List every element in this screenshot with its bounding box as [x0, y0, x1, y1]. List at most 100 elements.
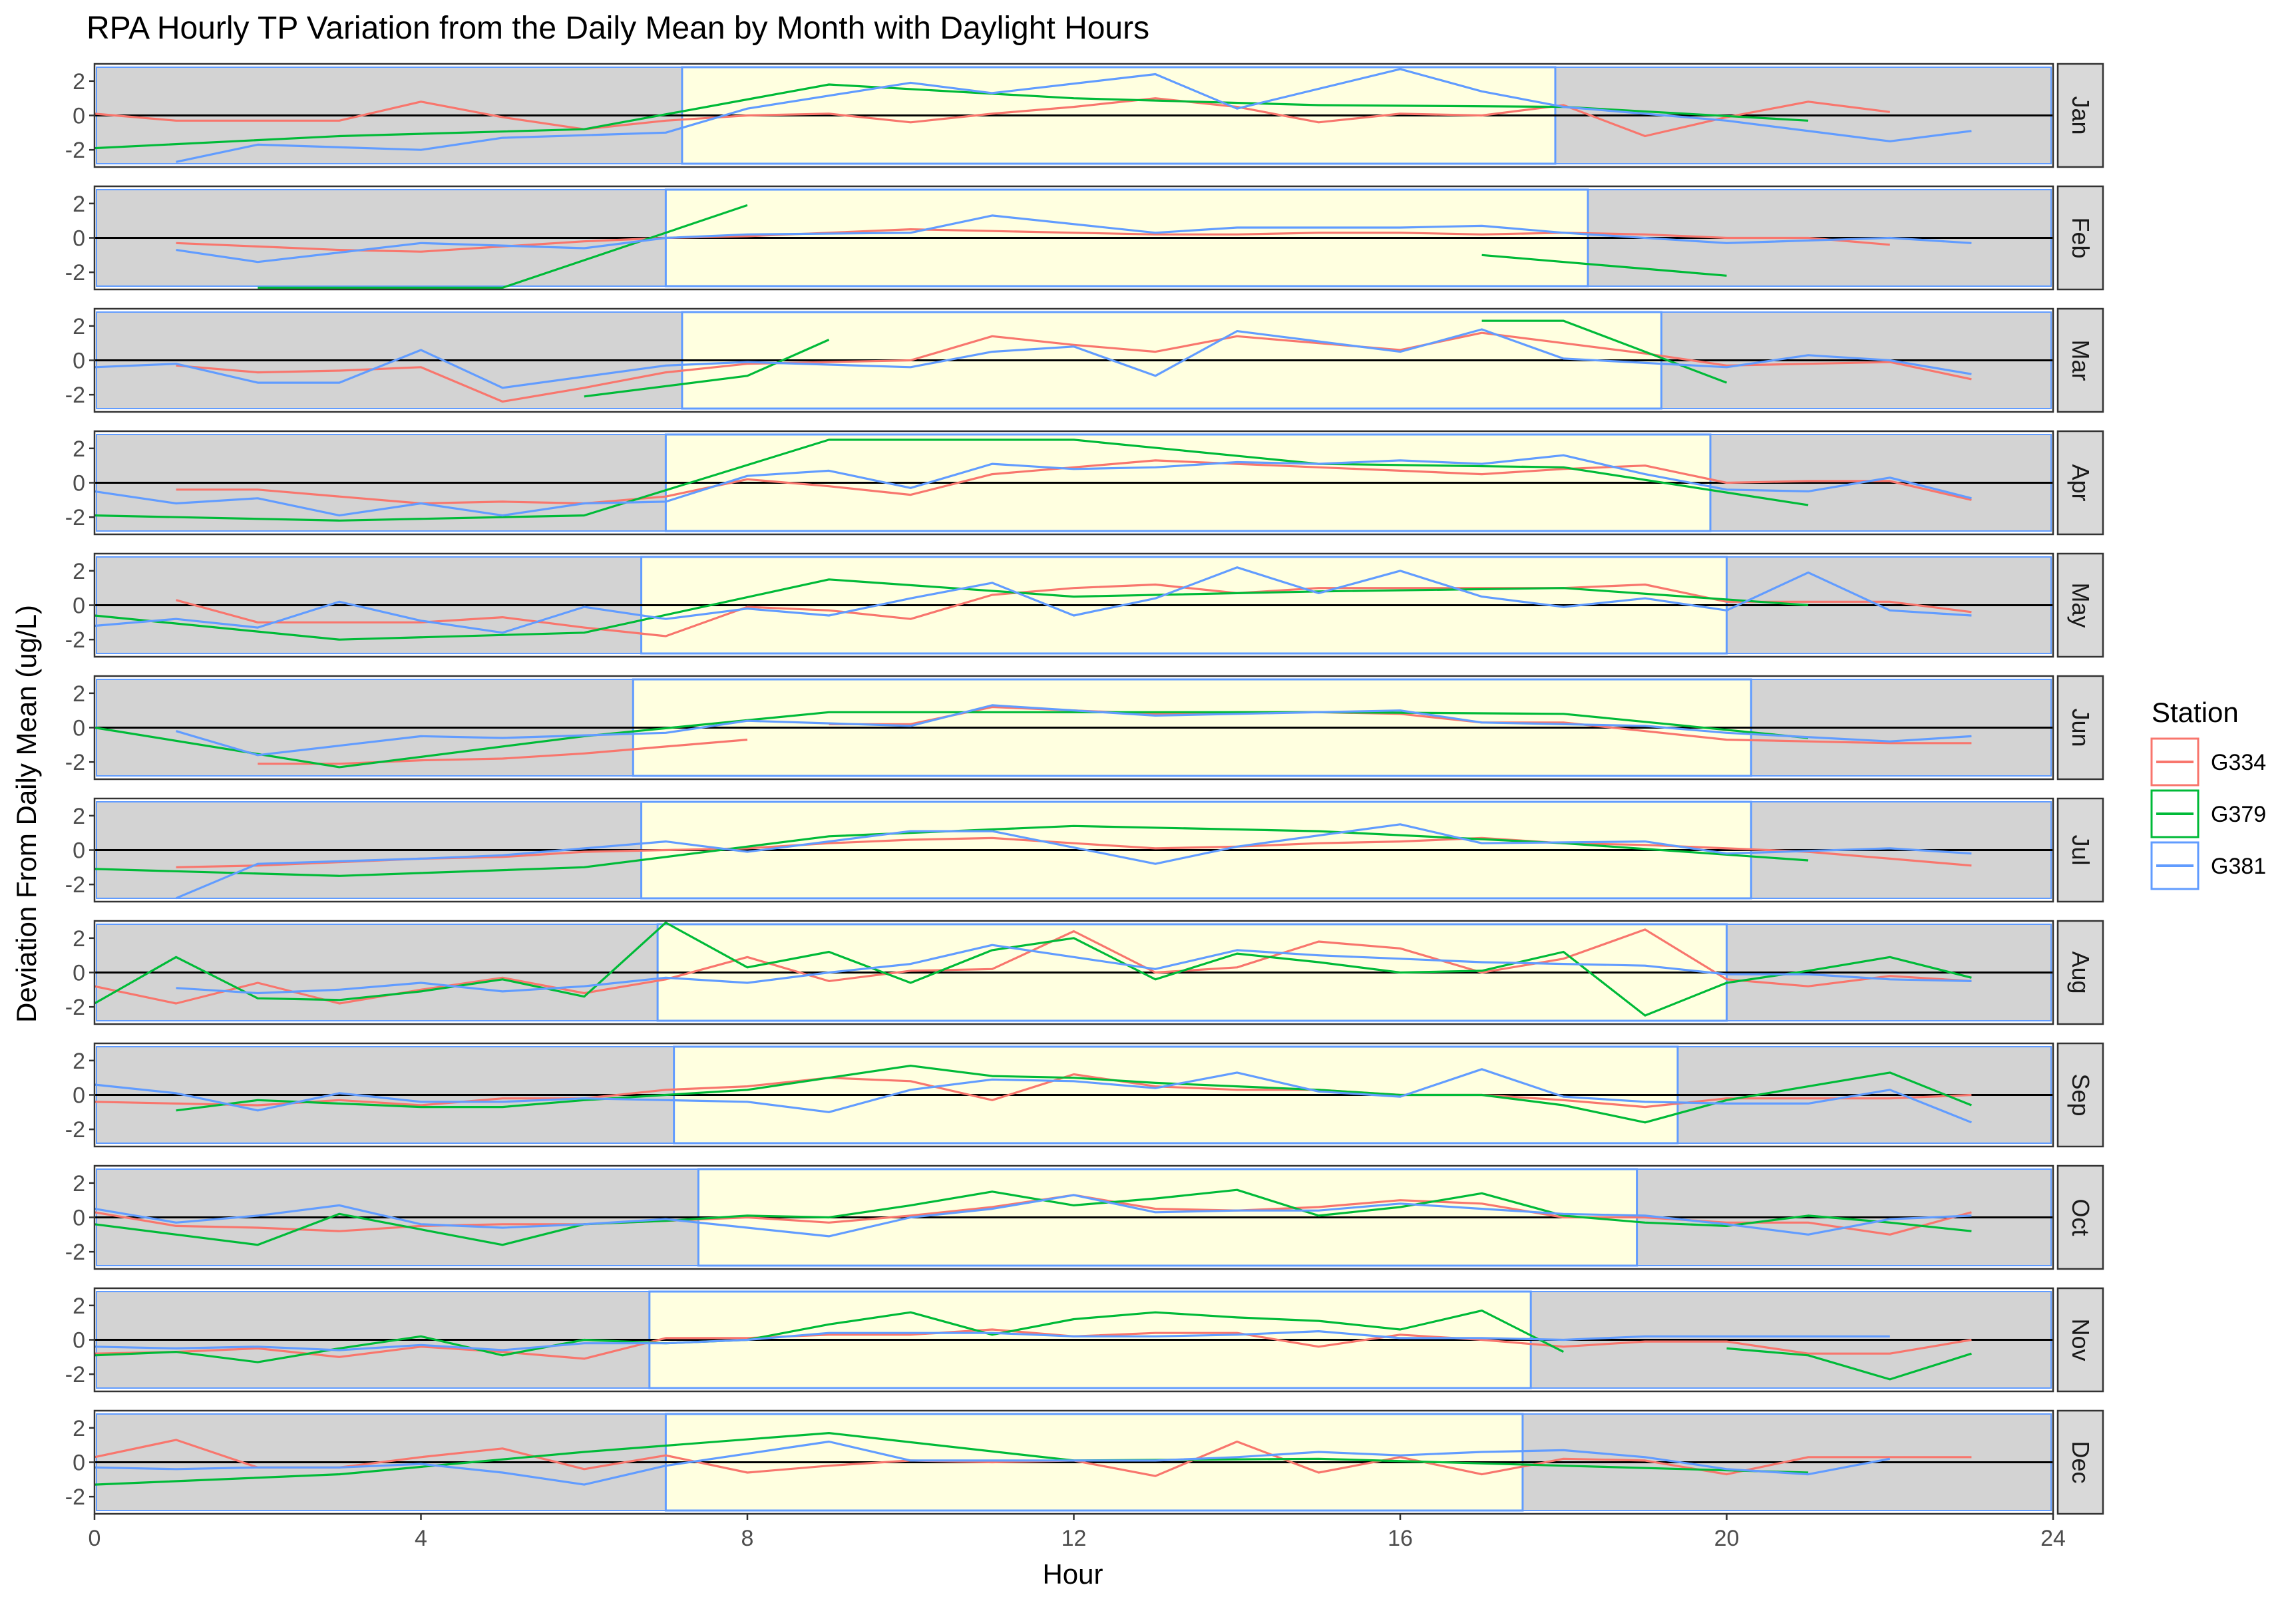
facet-strip-may [2056, 552, 2104, 658]
facet-strip-label: Dec [2067, 1441, 2094, 1483]
facet-strip-oct [2056, 1164, 2104, 1270]
series-line-g381 [94, 328, 1972, 389]
y-tick-label: -2 [65, 872, 85, 898]
panel-sep: 2 0 -2 Sep [65, 1042, 2104, 1148]
x-axis: 0 4 8 12 16 20 24 [89, 1514, 2066, 1551]
series-line-g379 [176, 1064, 1972, 1124]
series-line-g381 [94, 566, 1972, 634]
y-tick-label: 2 [73, 192, 85, 217]
y-tick-label: 0 [73, 594, 85, 619]
y-tick-label: 0 [73, 961, 85, 986]
facet-strip-label: Apr [2067, 464, 2094, 501]
series-line-g381 [94, 1194, 1972, 1238]
y-tick-label: 2 [73, 1416, 85, 1441]
series-line-g381 [94, 1330, 1890, 1351]
legend-label: G334 [2211, 750, 2266, 775]
facet-strip-aug [2056, 920, 2104, 1025]
y-tick-label: 0 [73, 349, 85, 374]
y-tick-label: 2 [73, 559, 85, 584]
legend: Station G334 G379 G381 [2150, 697, 2266, 890]
x-tick-label: 16 [1388, 1526, 1413, 1551]
y-tick-label: -2 [65, 627, 85, 653]
series-line-g334 [94, 97, 1891, 138]
series-line-g334 [176, 583, 1972, 637]
facet-strip-label: Jan [2067, 96, 2094, 134]
y-tick-label: 2 [73, 681, 85, 707]
series-line-g379 [1481, 254, 1727, 277]
facet-strip-sep [2056, 1042, 2104, 1148]
series-line-g379 [94, 578, 1809, 641]
facet-strip-label: May [2067, 582, 2094, 627]
facet-strip-label: Aug [2067, 951, 2094, 993]
y-tick-label: -2 [65, 995, 85, 1020]
y-tick-label: 2 [73, 804, 85, 829]
y-tick-label: -2 [65, 1240, 85, 1265]
y-tick-label: 2 [73, 1171, 85, 1196]
panel-nov: 2 0 -2 Nov [65, 1287, 2104, 1393]
y-tick-label: 0 [73, 104, 85, 129]
facet-strip-label: Nov [2067, 1318, 2094, 1361]
y-tick-label: 0 [73, 1083, 85, 1109]
series-line-g334 [94, 1328, 1972, 1360]
y-tick-label: 2 [73, 1049, 85, 1074]
series-line-g381 [175, 823, 1972, 900]
y-tick-label: 0 [73, 716, 85, 741]
series-line-g334 [829, 705, 1972, 745]
x-tick-label: 0 [89, 1526, 101, 1551]
facet-strip-apr [2056, 430, 2104, 536]
series-line-g379 [94, 83, 1809, 150]
panel-aug: 2 0 -2 Aug [65, 920, 2104, 1025]
facet-strip-label: Feb [2067, 217, 2094, 258]
panel-dec: 2 0 -2 Dec [65, 1409, 2104, 1515]
x-tick-label: 20 [1714, 1526, 1740, 1551]
series-line-g379 [94, 1188, 1972, 1246]
y-tick-label: -2 [65, 505, 85, 530]
chart-title: RPA Hourly TP Variation from the Daily M… [87, 11, 1149, 46]
series-line-g334 [176, 331, 1972, 403]
y-tick-label: 2 [73, 1294, 85, 1319]
facet-strip-label: Jun [2067, 708, 2094, 747]
legend-key-g379: G379 [2150, 789, 2266, 838]
series-line-g334 [176, 228, 1890, 253]
series-line-g381 [176, 214, 1972, 264]
y-tick-label: 0 [73, 1451, 85, 1476]
facet-strip-label: Jul [2067, 834, 2094, 865]
y-tick-label: -2 [65, 1485, 85, 1510]
x-tick-label: 12 [1061, 1526, 1087, 1551]
panel-feb: 2 0 -2 Feb [65, 185, 2104, 291]
y-axis-label: Deviation From Daily Mean (ug/L) [11, 605, 42, 1023]
y-tick-label: -2 [65, 383, 85, 408]
facet-strip-dec [2056, 1409, 2104, 1515]
facet-strip-label: Mar [2067, 340, 2094, 381]
facet-strip-jan [2056, 63, 2104, 168]
y-tick-label: 0 [73, 1206, 85, 1231]
y-tick-label: 0 [73, 838, 85, 864]
x-tick-label: 24 [2040, 1526, 2066, 1551]
series-line-g379 [584, 339, 830, 398]
facet-strip-mar [2056, 307, 2104, 413]
series-line-g381 [94, 1440, 1891, 1486]
panel-jun: 2 0 -2 Jun [65, 675, 2104, 781]
y-tick-label: 2 [73, 926, 85, 952]
series-line-g379 [94, 921, 1972, 1017]
legend-key-g381: G381 [2150, 841, 2266, 890]
series-line-g334 [258, 739, 748, 765]
legend-label: G381 [2211, 854, 2266, 879]
series-line-g379 [94, 1432, 1809, 1486]
panel-may: 2 0 -2 May [65, 552, 2104, 658]
y-tick-label: 0 [73, 1328, 85, 1353]
y-tick-label: -2 [65, 1117, 85, 1143]
y-tick-label: -2 [65, 138, 85, 163]
x-tick-label: 8 [741, 1526, 754, 1551]
series-line-g379 [94, 439, 1809, 522]
y-tick-label: -2 [65, 260, 85, 285]
series-line-g381 [176, 704, 1972, 757]
y-tick-label: 2 [73, 314, 85, 339]
x-axis-label: Hour [1042, 1558, 1103, 1590]
facet-strip-label: Oct [2067, 1198, 2094, 1236]
x-tick-label: 4 [415, 1526, 427, 1551]
series-line-g379 [258, 204, 748, 289]
facet-strip-jun [2056, 675, 2104, 781]
series-line-g334 [94, 1073, 1972, 1109]
legend-key-g334: G334 [2150, 737, 2266, 787]
